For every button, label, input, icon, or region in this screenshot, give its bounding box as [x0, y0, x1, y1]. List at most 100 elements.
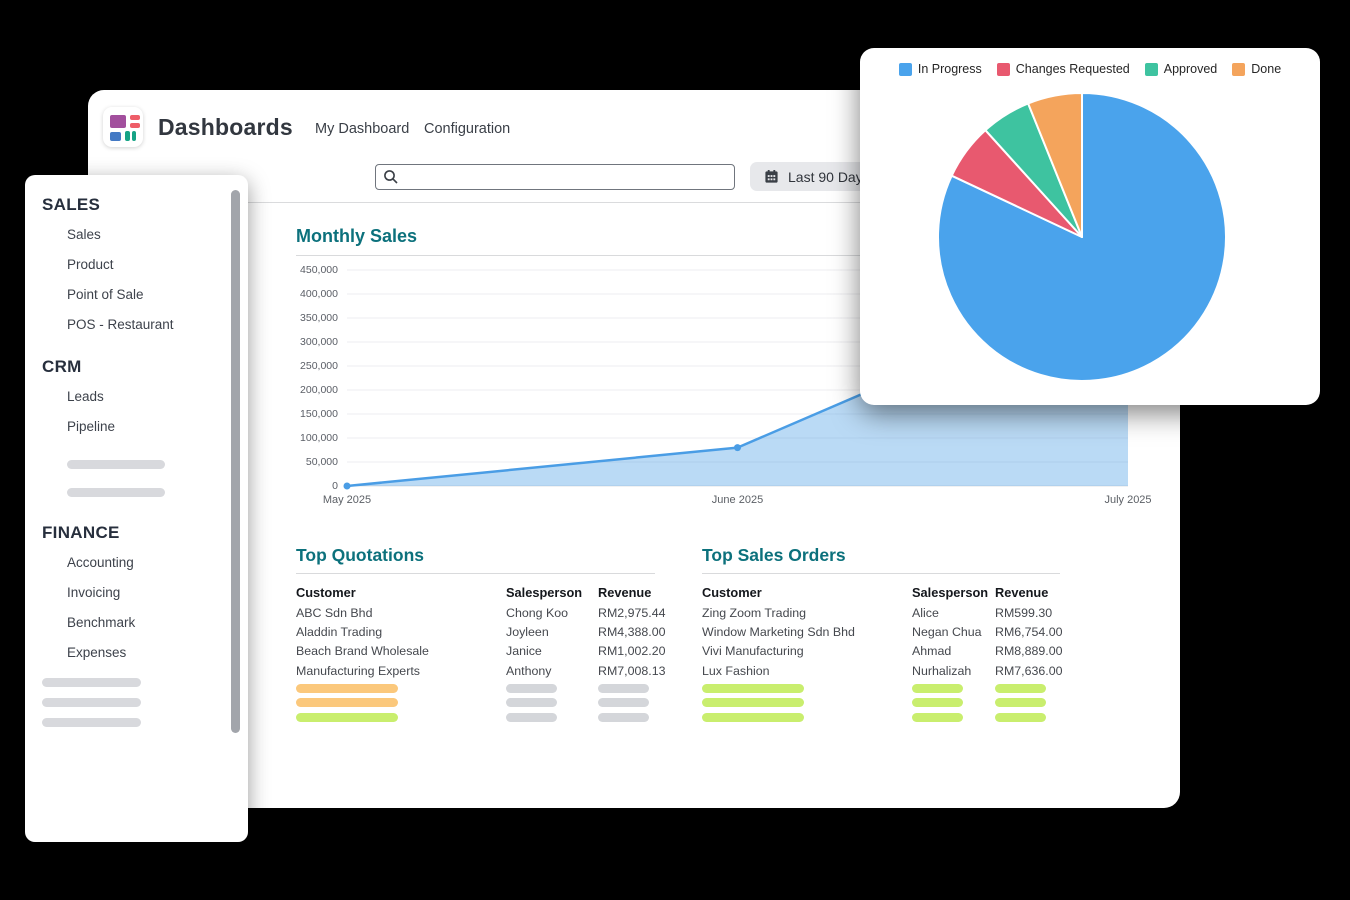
legend-label: In Progress — [917, 62, 982, 76]
top-quotations-table: Customer Salesperson Revenue ABC Sdn Bhd Cho… — [296, 582, 752, 724]
x-axis-tick-label: July 2025 — [1104, 494, 1152, 506]
app-icon-tile — [110, 115, 126, 128]
table-row[interactable]: Lux Fashion Nurhalizah RM7,636.00 — [702, 661, 1158, 680]
x-axis-labels: May 2025 June 2025 July 2025 — [323, 494, 1152, 510]
table-row[interactable]: Zing Zoom Trading Alice RM599.30 — [702, 603, 1158, 622]
legend-swatch — [1144, 62, 1158, 76]
legend-label: Done — [1251, 62, 1282, 76]
top-quotations-title: Top Quotations — [296, 545, 424, 565]
app-icon-tile — [131, 131, 136, 141]
table-row[interactable]: Vivi Manufacturing Ahmad RM8,889.00 — [702, 642, 1158, 661]
y-axis-labels: 0 50,000 100,000 150,000 200,000 250,000 300,0… — [208, 264, 338, 492]
table-cell: Anthony — [506, 663, 552, 678]
calendar-icon — [764, 169, 779, 184]
header-divider — [88, 202, 1180, 203]
search-box — [375, 164, 735, 190]
sidebar-skeleton-bar — [42, 718, 141, 727]
dashboards-app-icon[interactable] — [103, 107, 143, 147]
skeleton-row — [702, 709, 1158, 724]
skeleton-bar — [702, 683, 804, 693]
table-cell: RM4,388.00 — [598, 624, 666, 639]
sidebar-item-product[interactable]: Product — [67, 256, 114, 272]
sidebar-skeleton-bar — [42, 698, 141, 707]
data-point — [343, 482, 351, 490]
table-row[interactable]: Window Marketing Sdn Bhd Negan Chua RM6,75… — [702, 622, 1158, 641]
sidebar-content: SALES Sales Product Point of Sale POS - Rest… — [25, 195, 248, 727]
skeleton-bar — [995, 698, 1046, 708]
top-sales-orders-title: Top Sales Orders — [702, 545, 846, 565]
pie-chart-card: In Progress Changes Requested Approved Done — [860, 48, 1320, 405]
app-icon-tile — [130, 115, 140, 120]
sidebar-item-leads[interactable]: Leads — [67, 388, 104, 404]
search-input[interactable] — [375, 164, 735, 190]
sidebar-item-pos-restaurant[interactable]: POS - Restaurant — [67, 316, 174, 332]
y-axis-tick-label: 350,000 — [300, 312, 338, 324]
x-axis-tick-label: June 2025 — [711, 494, 764, 506]
table-cell: RM599.30 — [995, 605, 1053, 620]
table-cell: RM7,636.00 — [995, 663, 1063, 678]
legend-swatch — [898, 62, 912, 76]
column-header: Salesperson — [506, 585, 583, 600]
skeleton-row — [296, 695, 752, 710]
top-sales-orders-table: Customer Salesperson Revenue Zing Zoom Trad… — [702, 582, 1158, 724]
table-cell: Aladdin Trading — [296, 624, 383, 639]
sidebar-item-sales[interactable]: Sales — [67, 226, 101, 242]
table-header-row: Customer Salesperson Revenue — [702, 582, 1158, 603]
legend-swatch — [1232, 62, 1246, 76]
table-row[interactable]: Aladdin Trading Joyleen RM4,388.00 — [296, 622, 752, 641]
table-cell: RM8,889.00 — [995, 644, 1063, 659]
skeleton-bar — [912, 683, 963, 693]
sidebar-item-expenses[interactable]: Expenses — [67, 644, 127, 660]
y-axis-tick-label: 200,000 — [300, 384, 338, 396]
status-pie-chart[interactable] — [932, 87, 1232, 387]
skeleton-row — [702, 695, 1158, 710]
nav-item-configuration[interactable]: Configuration — [424, 121, 511, 137]
table-cell: Lux Fashion — [702, 663, 770, 678]
skeleton-row — [702, 680, 1158, 695]
column-header: Customer — [702, 585, 762, 600]
sidebar-item-invoicing[interactable]: Invoicing — [67, 584, 121, 600]
sidebar-item-pipeline[interactable]: Pipeline — [67, 418, 116, 434]
top-quotations-underline — [296, 573, 655, 574]
skeleton-bar — [296, 698, 398, 708]
column-header: Customer — [296, 585, 356, 600]
skeleton-row — [296, 709, 752, 724]
table-cell: RM6,754.00 — [995, 624, 1063, 639]
table-cell: Window Marketing Sdn Bhd — [702, 624, 855, 639]
nav-item-my-dashboard[interactable]: My Dashboard — [315, 121, 410, 137]
column-header: Salesperson — [912, 585, 989, 600]
table-cell: RM1,002.20 — [598, 644, 666, 659]
y-axis-tick-label: 400,000 — [300, 288, 338, 300]
skeleton-bar — [506, 712, 557, 722]
skeleton-bar — [296, 683, 398, 693]
table-row[interactable]: Manufacturing Experts Anthony RM7,008.13 — [296, 661, 752, 680]
pie-slice — [1027, 92, 1083, 238]
sidebar-item-point-of-sale[interactable]: Point of Sale — [67, 286, 144, 302]
y-axis-tick-label: 0 — [332, 480, 338, 492]
table-cell: Joyleen — [506, 624, 549, 639]
legend-item[interactable]: Changes Requested — [996, 62, 1130, 76]
sidebar-item-accounting[interactable]: Accounting — [67, 554, 134, 570]
skeleton-bar — [598, 712, 649, 722]
legend-item[interactable]: In Progress — [898, 62, 982, 76]
column-header: Revenue — [598, 585, 652, 600]
search-icon — [383, 169, 399, 190]
sidebar-item-benchmark[interactable]: Benchmark — [67, 614, 136, 630]
sidebar-skeleton-bar — [42, 678, 141, 687]
table-cell: Janice — [506, 644, 542, 659]
table-cell: Negan Chua — [912, 624, 982, 639]
y-axis-tick-label: 300,000 — [300, 336, 338, 348]
y-axis-tick-label: 450,000 — [300, 264, 338, 276]
app-icon-tile — [110, 132, 121, 141]
sidebar-menu-card: SALES Sales Product Point of Sale POS - Rest… — [25, 175, 248, 842]
sidebar-skeleton-bar — [67, 488, 165, 497]
table-row[interactable]: ABC Sdn Bhd Chong Koo RM2,975.44 — [296, 603, 752, 622]
skeleton-bar — [296, 712, 398, 722]
legend-item[interactable]: Done — [1232, 62, 1281, 76]
table-row[interactable]: Beach Brand Wholesale Janice RM1,002.20 — [296, 642, 752, 661]
legend-item[interactable]: Approved — [1144, 62, 1217, 76]
data-point — [734, 444, 741, 452]
sidebar-scrollbar-thumb[interactable] — [231, 190, 240, 733]
x-axis-tick-label: May 2025 — [322, 494, 372, 506]
skeleton-row — [296, 680, 752, 695]
